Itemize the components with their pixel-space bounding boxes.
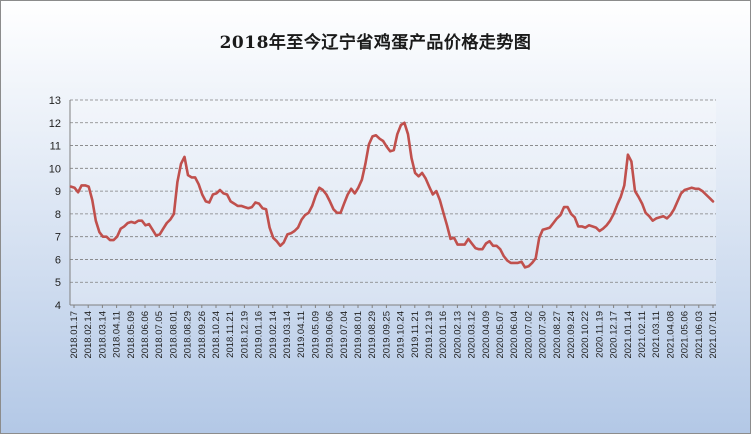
x-tick-label: 2020.06.04 [509, 311, 520, 359]
x-tick-label: 2018.12.19 [239, 311, 250, 359]
gridlines [70, 99, 716, 283]
x-tick-label: 2019.05.09 [310, 311, 321, 359]
x-tick-label: 2019.07.04 [339, 311, 350, 359]
x-tick-label: 2019.03.14 [282, 311, 293, 359]
y-tick-label: 6 [55, 254, 61, 266]
x-tick-label: 2020.03.12 [467, 311, 478, 359]
x-tick-label: 2020.10.22 [580, 311, 591, 359]
y-tick-label: 5 [55, 277, 61, 289]
x-tick-label: 2021.04.08 [665, 311, 676, 359]
y-tick-label: 10 [49, 163, 61, 175]
price-series-line [69, 121, 715, 269]
x-tick-label: 2021.06.03 [694, 311, 705, 359]
x-tick-label: 2020.07.30 [538, 311, 549, 359]
x-tick-label: 2018.02.14 [83, 311, 94, 359]
x-tick-label: 2020.08.27 [552, 311, 563, 359]
x-tick-label: 2018.07.05 [154, 311, 165, 359]
x-tick-label: 2018.06.06 [140, 311, 151, 359]
x-axis-tick-labels: 2018.01.17 2018.02.14 2018.03.14 2018.04.11… [69, 311, 719, 359]
x-tick-label: 2020.02.13 [452, 311, 463, 359]
x-tick-label: 2021.05.06 [680, 311, 691, 359]
x-tick-label: 2019.01.16 [254, 311, 265, 359]
x-tick-label: 2021.01.14 [623, 311, 634, 359]
x-tick-label: 2019.04.11 [296, 311, 307, 358]
x-tick-label: 2019.12.19 [424, 311, 435, 359]
y-tick-label: 13 [49, 95, 61, 107]
axes [69, 100, 716, 308]
x-tick-label: 2020.09.24 [566, 311, 577, 359]
x-tick-label: 2018.01.17 [69, 311, 80, 359]
x-tick-label: 2019.08.29 [367, 311, 378, 359]
x-tick-label: 2021.03.11 [651, 311, 662, 358]
plot-area [70, 100, 716, 305]
x-tick-label: 2018.09.26 [197, 311, 208, 359]
chart-title: 2018年至今辽宁省鸡蛋产品价格走势图 [219, 33, 532, 53]
x-tick-label: 2018.05.09 [126, 311, 137, 359]
x-tick-label: 2021.07.01 [708, 311, 719, 359]
x-tick-label: 2018.08.01 [168, 311, 179, 359]
y-tick-label: 7 [55, 232, 61, 244]
x-tick-label: 2020.01.16 [438, 311, 449, 359]
x-tick-label: 2018.04.11 [112, 311, 123, 358]
x-tick-label: 2020.12.17 [609, 311, 620, 359]
y-tick-label: 8 [55, 209, 61, 221]
y-axis-tick-labels: 4 5 6 7 8 9 10 11 12 13 [49, 95, 61, 312]
x-tick-label: 2019.09.25 [381, 311, 392, 359]
x-tick-label: 2020.04.09 [481, 311, 492, 359]
x-tick-label: 2018.08.29 [183, 311, 194, 359]
y-tick-label: 11 [50, 141, 61, 153]
y-tick-label: 12 [49, 118, 61, 130]
series-layer [69, 121, 715, 269]
y-tick-label: 4 [55, 300, 61, 312]
x-tick-label: 2021.02.11 [637, 311, 648, 358]
y-tick-label: 9 [55, 186, 61, 198]
x-tick-label: 2018.11.21 [225, 311, 236, 358]
x-tick-label: 2018.03.14 [97, 311, 108, 359]
x-tick-label: 2020.11.19 [594, 311, 605, 358]
x-tick-label: 2019.10.24 [396, 311, 407, 359]
x-tick-label: 2019.11.21 [410, 311, 421, 358]
x-tick-label: 2019.06.06 [325, 311, 336, 359]
x-tick-label: 2020.05.07 [495, 311, 506, 359]
x-tick-label: 2019.02.14 [268, 311, 279, 359]
x-tick-label: 2020.07.02 [523, 311, 534, 359]
x-tick-label: 2018.10.24 [211, 311, 222, 359]
x-tick-label: 2019.08.01 [353, 311, 364, 359]
